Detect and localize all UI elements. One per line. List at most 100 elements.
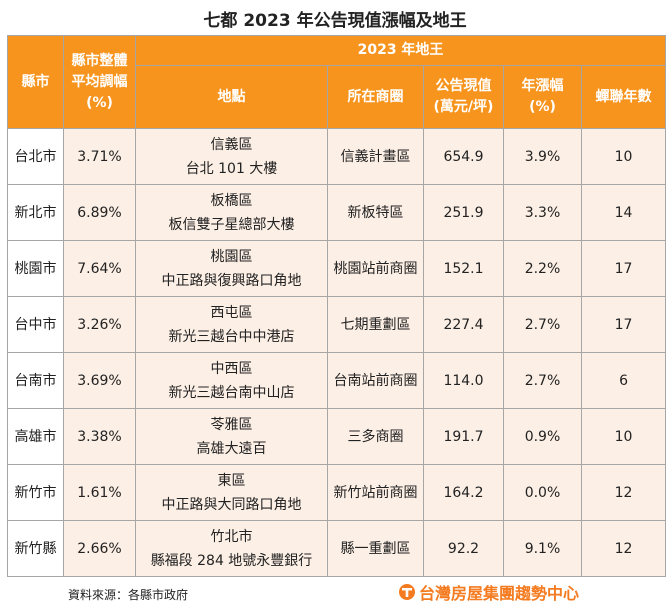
table-cell: 3.69% [63, 352, 136, 409]
cell-line: 中正路與復興路口角地 [161, 272, 302, 289]
table-cell: 17 [580, 296, 667, 353]
table-cell: 台北市 [7, 128, 64, 185]
table-cell: 桃園區中正路與復興路口角地 [135, 240, 328, 297]
table-cell: 6 [580, 352, 667, 409]
cell-line: 板信雙子星總部大樓 [168, 216, 295, 233]
table-cell: 191.7 [423, 408, 504, 465]
table-cell: 654.9 [423, 128, 504, 185]
table-cell: 17 [580, 240, 667, 297]
table-cell: 114.0 [423, 352, 504, 409]
cell-line: 新光三越台中中港店 [168, 328, 295, 345]
header-line: (%) [529, 99, 556, 115]
table-cell: 三多商圈 [327, 408, 424, 465]
table-cell: 10 [580, 128, 667, 185]
table-cell: 中西區新光三越台南中山店 [135, 352, 328, 409]
table-row: 新竹市 1.61% 東區 中正路與大同路口角地 新竹站前商圈 164.2 0.0% 12 [7, 464, 667, 521]
table-cell: 桃園站前商圈 [327, 240, 424, 297]
header-line: (萬元/坪) [433, 99, 494, 115]
table-cell: 92.2 [423, 520, 504, 577]
table-cell: 台南站前商圈 [327, 352, 424, 409]
table-cell: 桃園市 [7, 240, 64, 297]
table-cell: 西屯區新光三越台中中港店 [135, 296, 328, 353]
cell-line: 縣福段 284 地號永豐銀行 [150, 552, 313, 569]
cell-line: 台北 101 大樓 [185, 160, 278, 177]
header-cell: 公告現值 (萬元/坪) [423, 65, 504, 129]
brand: 台灣房屋集團趨勢中心 [398, 580, 579, 604]
table-cell: 1.61% [63, 464, 136, 521]
header-line: 縣市整體 [71, 52, 128, 69]
cell-line: 信義區 [210, 136, 253, 153]
table-row: 台南市 3.69% 中西區 新光三越台南中山店 台南站前商圈 114.0 2.7% 6 [7, 352, 667, 409]
table-cell: 新北市 [7, 184, 64, 241]
table-cell: 14 [580, 184, 667, 241]
table-row: 新竹縣 2.66% 竹北市 縣福段 284 地號永豐銀行 縣一重劃區 92.2 9.1% 12 [7, 520, 667, 577]
table-cell: 信義區台北 101 大樓 [135, 128, 328, 185]
table-cell: 新板特區 [327, 184, 424, 241]
cell-line: 高雄大遠百 [196, 440, 267, 457]
table-row: 新北市 6.89% 板橋區 板信雙子星總部大樓 新板特區 251.9 3.3% 14 [7, 184, 667, 241]
brand-text: 台灣房屋集團趨勢中心 [419, 584, 580, 603]
table-cell: 3.38% [63, 408, 136, 465]
table-cell: 2.66% [63, 520, 136, 577]
table-row: 台北市 3.71% 信義區 台北 101 大樓 信義計畫區 654.9 3.9% 10 [7, 128, 667, 185]
table-cell: 竹北市縣福段 284 地號永豐銀行 [135, 520, 328, 577]
cell-line: 苓雅區 [210, 416, 253, 433]
cell-line: 東區 [217, 472, 246, 489]
table-cell: 板橋區板信雙子星總部大樓 [135, 184, 328, 241]
table-cell: 台南市 [7, 352, 64, 409]
header-cell: 蟬聯年數 [580, 65, 667, 129]
table-cell: 縣一重劃區 [327, 520, 424, 577]
table-cell: 七期重劃區 [327, 296, 424, 353]
header-line: 平均調幅 [71, 73, 128, 90]
table-cell: 3.71% [63, 128, 136, 185]
table-cell: 7.64% [63, 240, 136, 297]
table-cell: 高雄市 [7, 408, 64, 465]
header-cell: 年漲幅 (%) [503, 65, 582, 129]
table-cell: 台中市 [7, 296, 64, 353]
table-cell: 新竹站前商圈 [327, 464, 424, 521]
cell-line: 竹北市 [210, 528, 253, 545]
header-line: 公告現值 [435, 78, 492, 94]
table-cell: 6.89% [63, 184, 136, 241]
table-row: 桃園市 7.64% 桃園區 中正路與復興路口角地 桃園站前商圈 152.1 2.2% 17 [7, 240, 667, 297]
header-cell: 地點 [135, 65, 328, 129]
table-cell: 東區中正路與大同路口角地 [135, 464, 328, 521]
cell-line: 中正路與大同路口角地 [161, 496, 302, 513]
cell-line: 桃園區 [210, 248, 253, 265]
table-cell: 3.9% [503, 128, 582, 185]
table-cell: 2.7% [503, 352, 582, 409]
source-note: 資料來源：各縣市政府 [68, 588, 189, 602]
table-cell: 3.26% [63, 296, 136, 353]
table-cell: 12 [580, 464, 667, 521]
table-cell: 苓雅區 高雄大遠百 [135, 408, 328, 465]
table-cell: 10 [580, 408, 667, 465]
table-body: 台北市 3.71% 信義區 台北 101 大樓 信義計畫區 654.9 3.9% 10 新北市 6… [7, 128, 667, 577]
cell-line: 新光三越台南中山店 [168, 384, 295, 401]
header-cell: 縣市 [7, 35, 64, 129]
table-cell: 152.1 [423, 240, 504, 297]
brand-logo [399, 584, 415, 600]
header-line: (%) [86, 94, 113, 111]
table-cell: 0.9% [503, 408, 582, 465]
table-cell: 信義計畫區 [327, 128, 424, 185]
table-cell: 3.3% [503, 184, 582, 241]
table-cell: 0.0% [503, 464, 582, 521]
table-cell: 164.2 [423, 464, 504, 521]
table-cell: 新竹市 [7, 464, 64, 521]
cell-line: 西屯區 [210, 304, 253, 321]
table-row: 台中市 3.26% 西屯區 新光三越台中中港店 七期重劃區 227.4 2.7% 17 [7, 296, 667, 353]
header-cell: 縣市整體平均調幅 (%) [63, 35, 136, 129]
table-cell: 12 [580, 520, 667, 577]
table-row: 高雄市 3.38% 苓雅區 高雄大遠百 三多商圈 191.7 0.9% 10 [7, 408, 667, 465]
table-cell: 227.4 [423, 296, 504, 353]
header-line: 年漲幅 [521, 78, 564, 94]
title: 七都 2023 年公告現值漲幅及地王 [203, 11, 467, 31]
table-cell: 9.1% [503, 520, 582, 577]
cell-line: 中西區 [210, 360, 253, 377]
table-cell: 新竹縣 [7, 520, 64, 577]
table-cell: 251.9 [423, 184, 504, 241]
cell-line: 板橋區 [210, 192, 253, 209]
table-cell: 2.2% [503, 240, 582, 297]
header-cell: 2023 年地王 [134, 35, 667, 66]
